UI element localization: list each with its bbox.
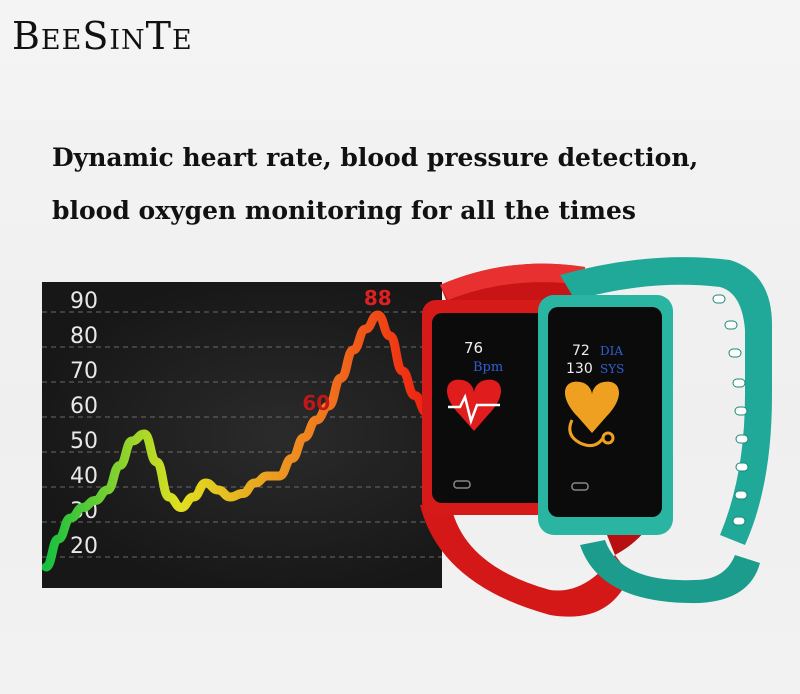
heart-pulse-icon <box>447 379 501 431</box>
fitness-bands-illustration: 76 Bpm 72 DIA 130 SYS <box>400 245 800 625</box>
green-band-holes <box>712 294 749 526</box>
y-tick-label: 60 <box>70 394 98 419</box>
headline-line-1: Dynamic heart rate, blood pressure detec… <box>52 143 699 172</box>
dia-value: 72 <box>572 343 590 359</box>
y-tick-label: 50 <box>70 429 98 454</box>
headline-line-2: blood oxygen monitoring for all the time… <box>52 196 636 225</box>
value-annotation: 60 <box>302 391 330 415</box>
brand-logo: BeeSinTe <box>12 14 193 58</box>
dia-label: DIA <box>600 344 623 358</box>
y-tick-label: 20 <box>70 534 98 559</box>
sys-value: 130 <box>566 361 593 377</box>
heart-rate-value: 76 <box>464 339 483 357</box>
green-fitness-band: 72 DIA 130 SYS <box>538 257 772 604</box>
sys-label: SYS <box>600 362 624 376</box>
y-tick-label: 40 <box>70 464 98 489</box>
blood-pressure-heart-icon <box>565 381 619 448</box>
heart-rate-unit: Bpm <box>473 360 503 375</box>
y-tick-label: 70 <box>70 359 98 384</box>
y-tick-label: 90 <box>70 289 98 314</box>
heart-rate-chart-panel: 90 80 70 60 50 40 30 20 60 88 <box>42 282 442 588</box>
heart-rate-series-line <box>42 310 432 572</box>
y-tick-label: 80 <box>70 324 98 349</box>
value-annotation: 88 <box>364 286 392 310</box>
